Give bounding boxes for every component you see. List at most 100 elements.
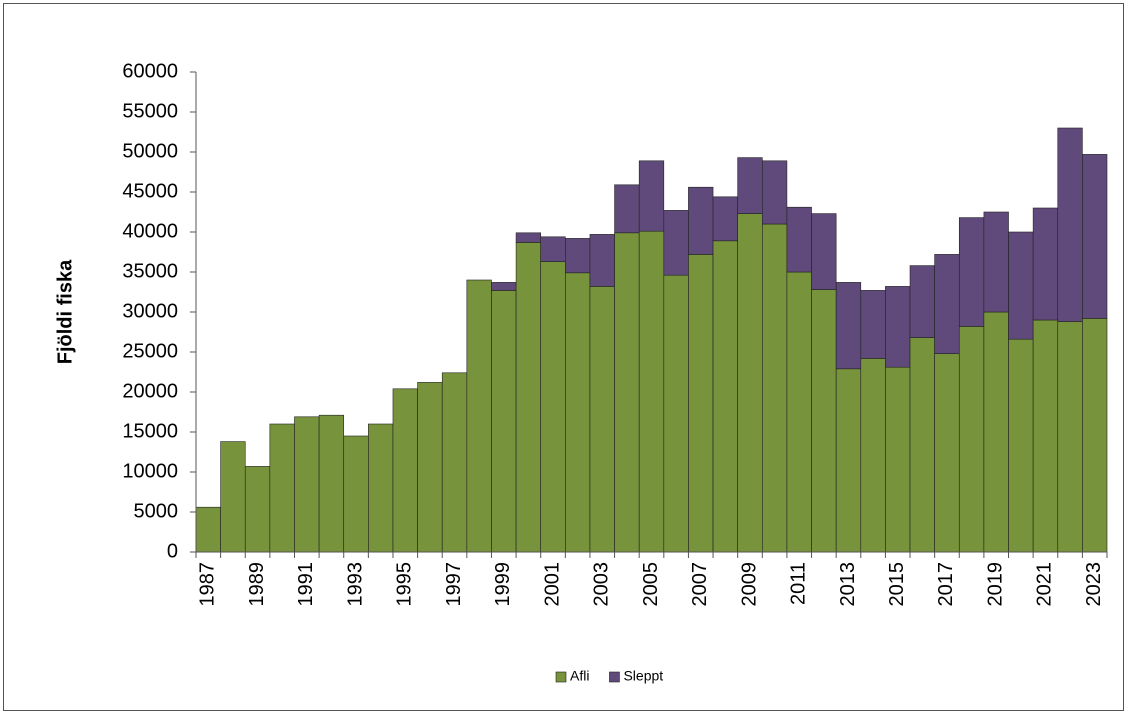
x-tick-label: 2015 <box>886 562 908 607</box>
legend-label: Afli <box>570 668 589 684</box>
bar-segment <box>1032 207 1059 321</box>
y-tick-label: 20000 <box>122 380 178 402</box>
bar-segment <box>441 372 468 553</box>
bar-segment <box>515 242 542 553</box>
bar-segment <box>737 157 763 214</box>
x-tick-label: 2023 <box>1083 562 1105 607</box>
bar-segment <box>688 254 714 553</box>
bar-segment <box>368 423 394 553</box>
x-tick-label: 2017 <box>935 562 957 607</box>
bar-segment <box>885 286 911 368</box>
bar-segment <box>934 353 960 553</box>
x-tick-label: 1997 <box>443 562 465 607</box>
bar-segment <box>712 240 738 553</box>
legend-label: Sleppt <box>623 668 663 684</box>
bar-segment <box>466 279 492 553</box>
bar-segment <box>1082 318 1108 553</box>
legend-swatch <box>555 671 567 683</box>
x-tick-label: 2003 <box>591 562 613 607</box>
bar-segment <box>1057 127 1083 322</box>
bar-segment <box>835 282 862 370</box>
y-tick-label: 30000 <box>122 300 178 322</box>
x-tick-label: 2009 <box>738 562 760 607</box>
bar-segment <box>638 160 665 232</box>
bar-segment <box>811 213 837 290</box>
x-tick-label: 1995 <box>394 562 416 607</box>
bar-segment <box>811 289 837 553</box>
x-tick-label: 2005 <box>640 562 662 607</box>
x-tick-label: 1999 <box>492 562 514 607</box>
bar-segment <box>1032 319 1059 553</box>
bar-segment <box>737 213 763 553</box>
y-tick-label: 45000 <box>122 180 178 202</box>
bar-segment <box>269 423 295 553</box>
bar-segment <box>958 217 985 327</box>
bar-segment <box>318 414 345 553</box>
y-tick-label: 60000 <box>122 60 178 82</box>
bar-segment <box>761 160 788 225</box>
x-tick-label: 2007 <box>689 562 711 607</box>
x-tick-label: 1987 <box>197 562 219 607</box>
bar-segment <box>244 466 271 553</box>
bar-segment <box>885 366 911 553</box>
y-tick-label: 25000 <box>122 340 178 362</box>
bar-segment <box>491 282 517 291</box>
y-axis-title: Fjöldi fiska <box>54 259 76 364</box>
y-tick-label: 15000 <box>122 420 178 442</box>
bar-segment <box>860 290 886 359</box>
legend-swatch <box>609 671 620 683</box>
bar-segment <box>220 441 246 553</box>
bar-segment <box>786 271 812 553</box>
bar-segment <box>958 326 985 553</box>
bar-segment <box>515 232 542 243</box>
bar-segment <box>983 311 1009 553</box>
bar-segment <box>589 286 615 553</box>
bar-segment <box>909 337 935 553</box>
bar-segment <box>343 435 369 553</box>
y-tick-label: 0 <box>167 540 178 562</box>
bar-segment <box>860 358 886 553</box>
x-tick-label: 2001 <box>541 562 563 607</box>
bar-segment <box>392 388 418 553</box>
bar-segment <box>195 506 221 553</box>
bar-segment <box>663 274 689 553</box>
bar-segment <box>638 230 665 553</box>
bar-segment <box>663 210 689 276</box>
bar-segment <box>934 254 960 354</box>
bar-segment <box>1082 154 1108 319</box>
bar-segment <box>786 206 812 273</box>
bar-segment <box>614 232 640 553</box>
y-tick-label: 55000 <box>122 100 178 122</box>
x-tick-label: 2011 <box>788 562 810 605</box>
bar-segment <box>540 261 566 553</box>
bar-segment <box>983 211 1009 313</box>
x-tick-label: 1991 <box>295 562 317 607</box>
bar-segment <box>589 234 615 287</box>
bar-segment <box>1008 231 1034 340</box>
bar-segment <box>712 196 738 242</box>
x-tick-label: 1993 <box>344 562 366 607</box>
x-tick-label: 2013 <box>837 562 859 607</box>
x-tick-label: 2021 <box>1034 562 1056 607</box>
y-tick-label: 10000 <box>122 460 178 482</box>
bar-segment <box>835 368 862 553</box>
bar-segment <box>565 238 591 274</box>
y-tick-label: 5000 <box>134 500 179 522</box>
y-tick-label: 40000 <box>122 220 178 242</box>
x-tick-label: 1989 <box>246 562 268 607</box>
x-tick-label: 2019 <box>984 562 1006 607</box>
y-tick-label: 35000 <box>122 260 178 282</box>
bar-segment <box>540 236 566 262</box>
bar-segment <box>565 272 591 553</box>
bar-segment <box>417 382 443 553</box>
bar-segment <box>491 290 517 553</box>
bar-segment <box>294 416 320 553</box>
bar-segment <box>1008 338 1034 553</box>
bar-segment <box>1057 321 1083 553</box>
bar-segment <box>688 186 714 255</box>
bar-segment <box>761 223 788 553</box>
bar-segment <box>614 184 640 234</box>
bar-segment <box>909 265 935 338</box>
y-tick-label: 50000 <box>122 140 178 162</box>
